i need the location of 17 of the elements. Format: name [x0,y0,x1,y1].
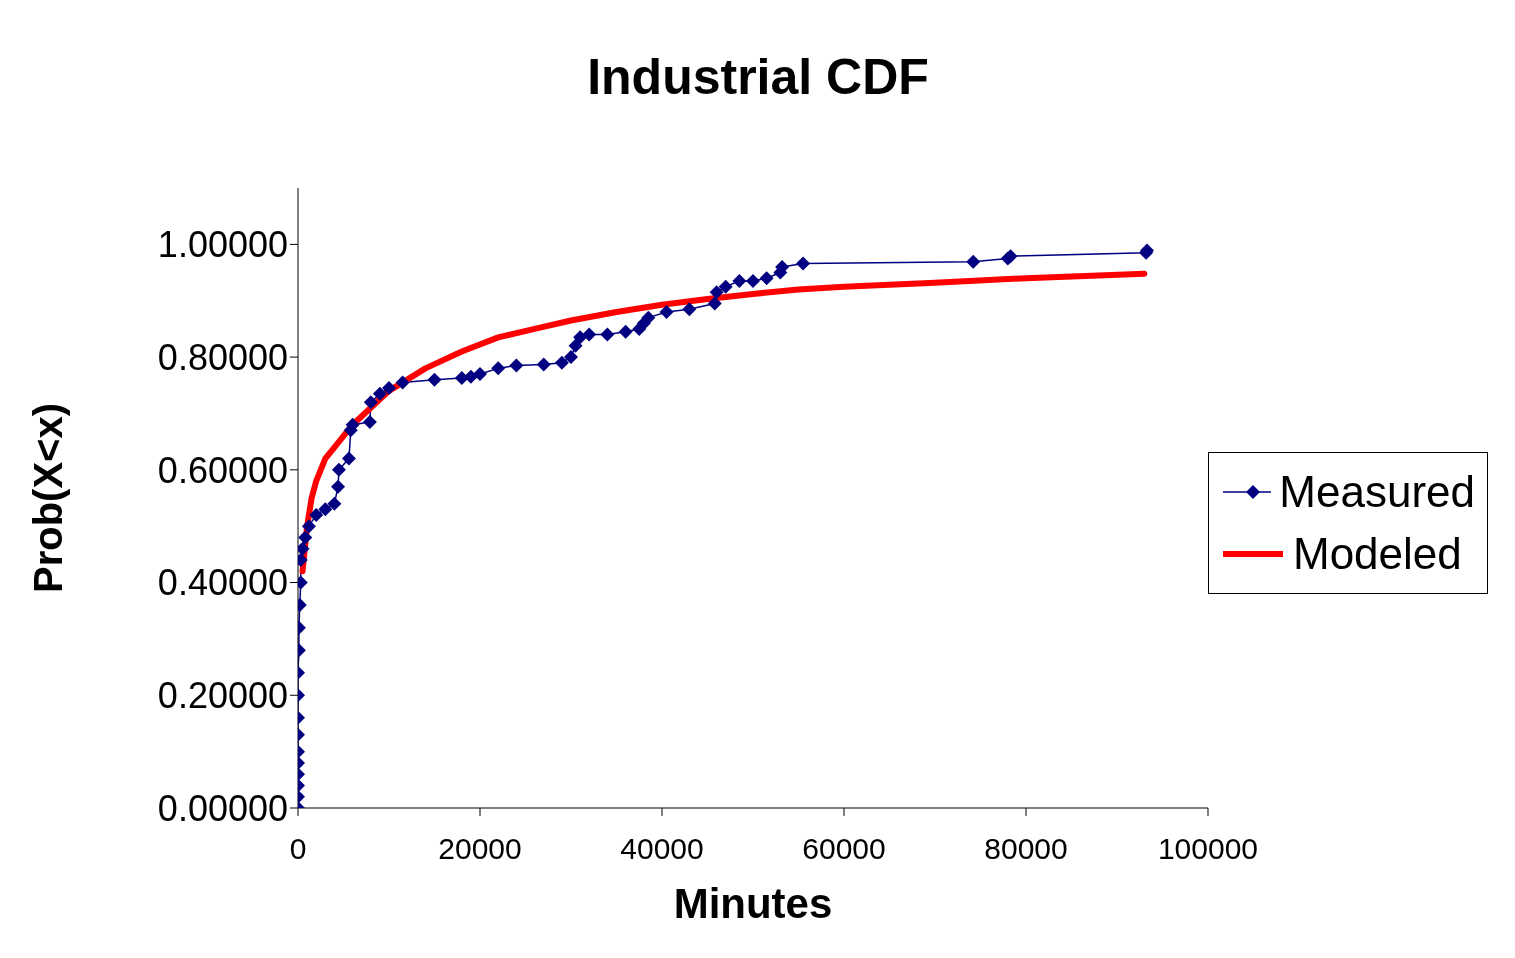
y-tick-label: 0.60000 [157,449,288,491]
x-tick-label: 60000 [802,831,886,865]
y-tick-label: 1.00000 [157,224,288,266]
y-tick-label: 0.40000 [157,562,288,604]
legend-label: Modeled [1293,528,1462,580]
x-tick-label: 20000 [438,831,522,865]
chart-title: Industrial CDF [586,48,930,105]
y-tick-label: 0.20000 [157,675,288,717]
x-tick-label: 40000 [620,831,704,865]
legend-label: Measured [1279,466,1475,518]
x-tick-label: 100000 [1157,831,1259,865]
y-tick-label: 0.00000 [157,787,288,829]
y-axis-title: Prob(X<x) [26,402,71,594]
x-tick-label: 0 [289,831,307,865]
x-axis-title: Minutes [673,880,833,927]
y-tick-label: 0.80000 [157,336,288,378]
x-tick-label: 80000 [984,831,1068,865]
